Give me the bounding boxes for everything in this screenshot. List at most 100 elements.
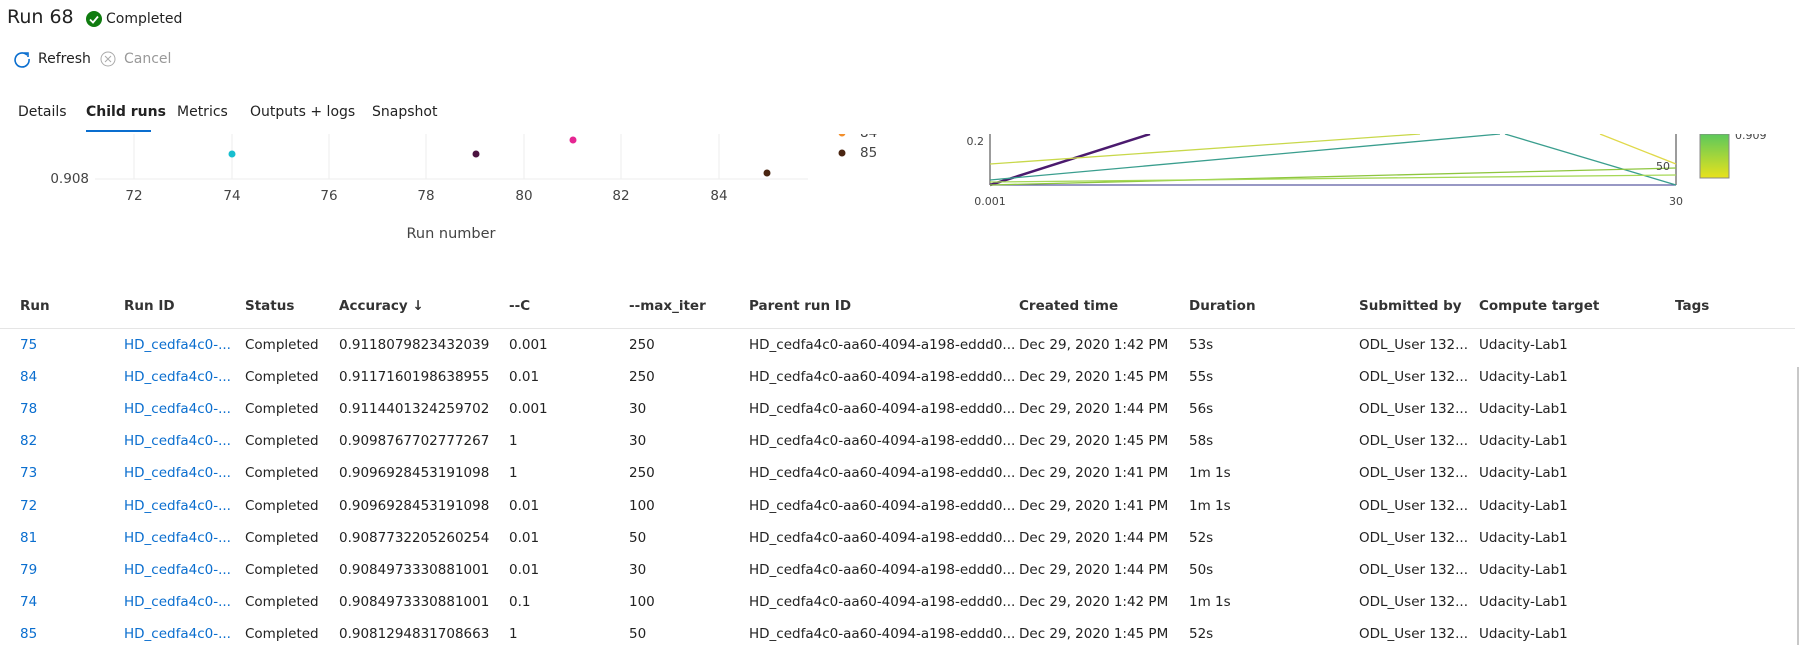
table-cell: 0.001	[509, 401, 548, 418]
column-header[interactable]: Status	[245, 298, 295, 314]
table-cell: 0.9084973330881001	[339, 561, 490, 578]
header-divider	[0, 328, 1795, 329]
table-cell: 0.01	[509, 497, 540, 514]
scatter-x-tick: 76	[320, 188, 337, 204]
parallel-tick: 0.2	[967, 135, 985, 148]
table-cell: Udacity-Lab1	[1479, 465, 1568, 482]
table-cell: 100	[629, 497, 655, 514]
table-cell: Dec 29, 2020 1:41 PM	[1019, 497, 1169, 514]
column-header[interactable]: Compute target	[1479, 298, 1600, 314]
run-link[interactable]: HD_cedfa4c0-...	[124, 561, 231, 578]
run-link[interactable]: HD_cedfa4c0-...	[124, 465, 231, 482]
table-cell: 0.9114401324259702	[339, 401, 490, 418]
column-header[interactable]: Tags	[1675, 298, 1710, 314]
scatter-x-tick: 74	[223, 188, 240, 204]
run-link[interactable]: HD_cedfa4c0-...	[124, 433, 231, 450]
table-cell: HD_cedfa4c0-aa60-4094-a198-eddd0...	[749, 529, 1016, 546]
run-link[interactable]: 82	[20, 433, 38, 450]
table-cell: ODL_User 132...	[1359, 401, 1468, 418]
run-link[interactable]: HD_cedfa4c0-...	[124, 401, 231, 418]
parallel-lines	[989, 134, 1677, 187]
table-cell: ODL_User 132...	[1359, 497, 1468, 514]
table-cell: 0.9118079823432039	[339, 337, 490, 353]
table-cell: HD_cedfa4c0-aa60-4094-a198-eddd0...	[749, 497, 1016, 514]
column-header[interactable]: --C	[509, 298, 531, 314]
table-cell: 55s	[1189, 369, 1214, 386]
table-cell: 250	[629, 369, 655, 386]
table-cell: ODL_User 132...	[1359, 561, 1468, 578]
column-header[interactable]: Submitted by	[1359, 298, 1462, 314]
table-cell: 250	[629, 337, 655, 353]
table-cell: 0.9084973330881001	[339, 593, 490, 610]
run-link[interactable]: HD_cedfa4c0-...	[124, 337, 231, 353]
column-header[interactable]: Duration	[1189, 298, 1256, 314]
run-link[interactable]: 85	[20, 625, 38, 642]
refresh-button[interactable]: Refresh	[38, 51, 91, 67]
column-header[interactable]: Run	[20, 298, 50, 314]
run-link[interactable]: 73	[20, 465, 38, 482]
table-cell: Udacity-Lab1	[1479, 625, 1568, 642]
table-cell: 1m 1s	[1189, 497, 1231, 514]
run-link[interactable]: 79	[20, 561, 38, 578]
colorbar	[1699, 134, 1730, 179]
tab[interactable]: Metrics	[177, 104, 228, 120]
column-header[interactable]: Parent run ID	[749, 298, 852, 314]
cancel-button[interactable]: Cancel	[124, 51, 172, 67]
column-header[interactable]: Run ID	[124, 298, 175, 314]
table-cell: 53s	[1189, 337, 1214, 353]
table-cell: Udacity-Lab1	[1479, 497, 1568, 514]
column-header[interactable]: Accuracy ↓	[339, 298, 424, 314]
table-cell: 0.01	[509, 369, 540, 386]
tab[interactable]: Snapshot	[372, 104, 438, 120]
run-link[interactable]: 84	[20, 369, 38, 386]
table-cell: Completed	[245, 593, 319, 610]
table-cell: 56s	[1189, 401, 1214, 418]
legend-entry: 84	[860, 134, 877, 141]
run-link[interactable]: 72	[20, 497, 38, 514]
scatter-point	[228, 150, 236, 158]
table-cell: HD_cedfa4c0-aa60-4094-a198-eddd0...	[749, 465, 1016, 482]
tab[interactable]: Details	[18, 104, 67, 120]
run-link[interactable]: 75	[20, 337, 38, 353]
run-link[interactable]: 81	[20, 529, 38, 546]
column-header[interactable]: --max_iter	[629, 298, 706, 314]
tab[interactable]: Child runs	[86, 104, 166, 120]
table-cell: Dec 29, 2020 1:42 PM	[1019, 593, 1169, 610]
run-title: Run 68	[7, 6, 74, 28]
table-cell: Udacity-Lab1	[1479, 337, 1568, 353]
run-link[interactable]: 78	[20, 401, 38, 418]
refresh-icon	[14, 52, 30, 68]
table-cell: 250	[629, 465, 655, 482]
table-cell: ODL_User 132...	[1359, 625, 1468, 642]
column-header[interactable]: Created time	[1019, 298, 1119, 314]
run-link[interactable]: 74	[20, 593, 38, 610]
table-cell: HD_cedfa4c0-aa60-4094-a198-eddd0...	[749, 433, 1016, 450]
legend-swatch	[838, 134, 846, 137]
scatter-x-tick: 84	[710, 188, 727, 204]
table-cell: 1m 1s	[1189, 465, 1231, 482]
table-cell: ODL_User 132...	[1359, 593, 1468, 610]
table-cell: ODL_User 132...	[1359, 369, 1468, 386]
table-cell: HD_cedfa4c0-aa60-4094-a198-eddd0...	[749, 401, 1016, 418]
table-cell: 0.9087732205260254	[339, 529, 490, 546]
run-link[interactable]: HD_cedfa4c0-...	[124, 593, 231, 610]
table-cell: 30	[629, 433, 647, 450]
run-link[interactable]: HD_cedfa4c0-...	[124, 369, 231, 386]
run-link[interactable]: HD_cedfa4c0-...	[124, 529, 231, 546]
table-cell: Dec 29, 2020 1:45 PM	[1019, 625, 1169, 642]
parallel-tick: 50	[1656, 160, 1670, 173]
table-cell: 100	[629, 593, 655, 610]
table-cell: Completed	[245, 465, 319, 482]
table-cell: Completed	[245, 529, 319, 546]
table-cell: ODL_User 132...	[1359, 465, 1468, 482]
run-link[interactable]: HD_cedfa4c0-...	[124, 625, 231, 642]
table-cell: Completed	[245, 337, 319, 353]
tab[interactable]: Outputs + logs	[250, 104, 356, 120]
table-cell: Udacity-Lab1	[1479, 529, 1568, 546]
table-cell: 30	[629, 561, 647, 578]
table-cell: 1	[509, 625, 518, 642]
run-link[interactable]: HD_cedfa4c0-...	[124, 497, 231, 514]
table-cell: Completed	[245, 497, 319, 514]
table-cell: 30	[629, 401, 647, 418]
table-cell: Dec 29, 2020 1:41 PM	[1019, 465, 1169, 482]
